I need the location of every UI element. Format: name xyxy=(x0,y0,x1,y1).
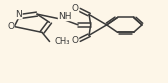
Text: CH₃: CH₃ xyxy=(55,37,70,46)
Text: O: O xyxy=(72,36,79,45)
Text: N: N xyxy=(15,10,22,19)
Text: NH: NH xyxy=(58,12,72,21)
Text: O: O xyxy=(7,22,14,31)
Text: O: O xyxy=(72,4,79,13)
